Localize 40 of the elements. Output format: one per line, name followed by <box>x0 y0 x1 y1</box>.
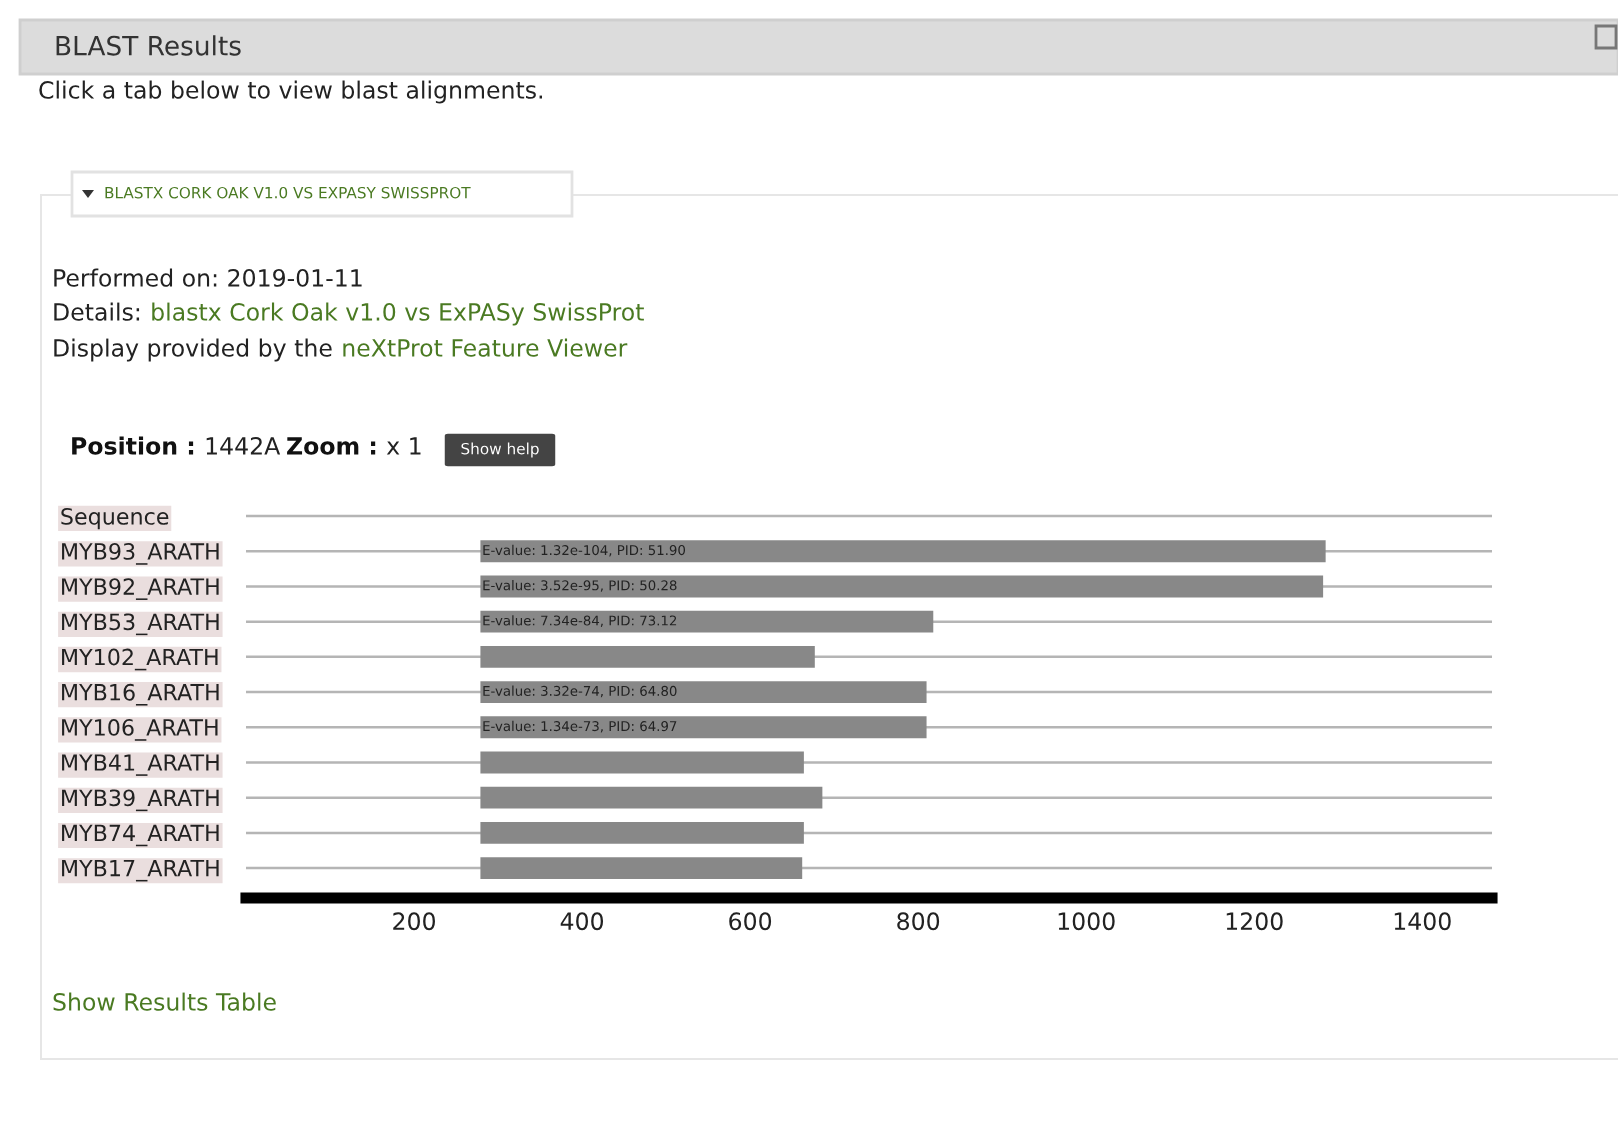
text: Click a tab below to view blast alignments. <box>39 80 543 104</box>
x-tick-label: 400 <box>560 912 604 931</box>
y-tick-label: MYB39_ARATH <box>62 789 219 812</box>
x-tick-label: 600 <box>729 912 772 931</box>
text: Performed on: 2019-01-11 <box>54 268 362 287</box>
y-tick-label: MYB41_ARATH <box>62 754 219 776</box>
chart-title: BLAST Results <box>56 35 241 56</box>
text: x 1 <box>386 437 421 455</box>
y-tick-label: MY102_ARATH <box>62 648 218 671</box>
bar <box>480 681 927 703</box>
y-tick-label: MYB74_ARATH <box>62 824 219 847</box>
x-tick-label: 1000 <box>1058 912 1115 931</box>
bar <box>480 786 823 809</box>
text: Position : <box>72 436 194 455</box>
bar <box>480 610 934 633</box>
bar <box>480 575 1324 598</box>
text: Zoom : <box>287 437 376 455</box>
y-tick-label: MYB93_ARATH <box>62 543 219 565</box>
x-tick-label: 200 <box>393 912 435 931</box>
bar <box>480 857 803 879</box>
bar <box>480 716 927 739</box>
x-tick-label: 800 <box>897 912 940 931</box>
y-tick-label: MYB92_ARATH <box>62 578 219 600</box>
x-tick-label: 1200 <box>1226 912 1283 931</box>
text: Details: <box>54 302 140 321</box>
text: 1442A <box>206 436 281 455</box>
y-tick-label: MYB53_ARATH <box>62 613 219 636</box>
bar <box>480 540 1326 563</box>
bar <box>480 821 804 844</box>
bar <box>480 751 804 774</box>
text: neXtProt Feature Viewer <box>343 338 628 357</box>
text: Show Results Table <box>53 992 276 1011</box>
y-tick-label: MY106_ARATH <box>62 719 218 741</box>
x-tick-label: 1400 <box>1394 912 1451 931</box>
y-tick-label: MYB16_ARATH <box>62 683 219 706</box>
y-tick-label: Sequence <box>61 508 169 530</box>
text: blastx Cork Oak v1.0 vs ExPASy SwissProt <box>152 302 644 326</box>
bar <box>480 645 815 668</box>
y-tick-label: MYB17_ARATH <box>62 860 219 882</box>
text: Display provided by the <box>54 338 332 362</box>
